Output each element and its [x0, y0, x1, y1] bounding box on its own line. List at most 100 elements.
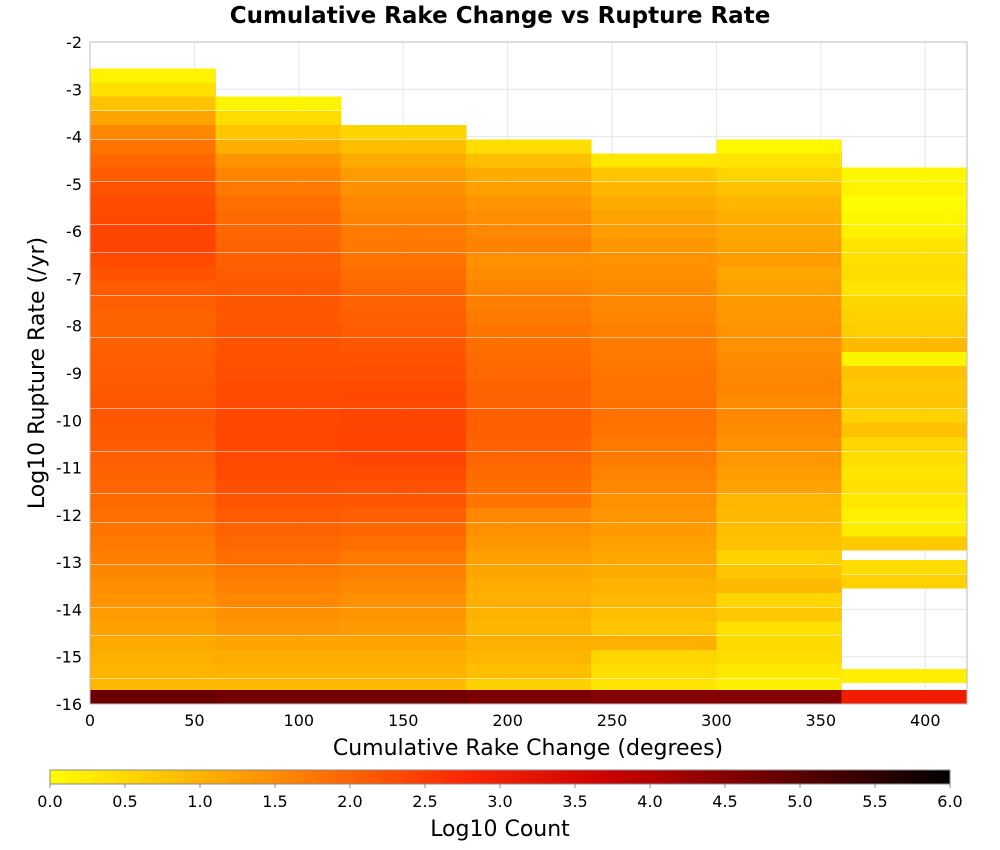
heatmap-cell — [215, 110, 342, 125]
heatmap-cell — [716, 224, 843, 239]
heatmap-cell — [90, 224, 216, 239]
heatmap-cell — [215, 522, 342, 537]
heatmap-cell — [90, 690, 216, 705]
heatmap-cell — [90, 394, 216, 409]
heatmap-cell — [716, 593, 843, 608]
heatmap-cell — [90, 352, 216, 367]
heatmap-cell — [215, 352, 342, 367]
y-tick-label: -11 — [56, 459, 82, 478]
heatmap-cell — [215, 210, 342, 225]
heatmap-cell — [215, 252, 342, 267]
colorbar-tick-label: 2.5 — [412, 792, 437, 811]
y-tick-label: -10 — [56, 411, 82, 430]
heatmap-cell — [841, 309, 968, 324]
heatmap-cell — [90, 465, 216, 480]
heatmap-cell — [90, 564, 216, 579]
heatmap-cell — [841, 394, 968, 409]
x-tick-label: 50 — [184, 711, 204, 730]
heatmap-cell — [716, 635, 843, 650]
heatmap-cell — [215, 451, 342, 466]
heatmap-cell — [841, 380, 968, 395]
heatmap-cell — [215, 408, 342, 423]
heatmap-cell — [716, 408, 843, 423]
heatmap-cell — [716, 621, 843, 636]
heatmap-cell — [215, 607, 342, 622]
heatmap-cell — [591, 238, 717, 253]
heatmap-cell — [215, 664, 342, 679]
heatmap-cell — [591, 579, 717, 594]
plot-area-border — [89, 41, 968, 705]
heatmap-cell — [465, 664, 592, 679]
heatmap-cell — [591, 337, 717, 352]
heatmap-cell — [591, 536, 717, 551]
colorbar-tick-label: 4.0 — [637, 792, 662, 811]
heatmap-cell — [465, 196, 592, 211]
heatmap-cell — [716, 309, 843, 324]
heatmap-cell — [465, 593, 592, 608]
heatmap-cell — [841, 574, 968, 589]
heatmap-cell — [465, 380, 592, 395]
heatmap-cell — [716, 380, 843, 395]
heatmap-cell — [591, 295, 717, 310]
heatmap-cell — [340, 593, 467, 608]
heatmap-cell — [215, 593, 342, 608]
heatmap-cell — [716, 522, 843, 537]
heatmap-cell — [340, 309, 467, 324]
heatmap-cell — [340, 522, 467, 537]
y-axis-label: Log10 Rupture Rate (/yr) — [25, 237, 50, 509]
heatmap-cell — [90, 579, 216, 594]
colorbar-tick-label: 0.5 — [112, 792, 137, 811]
heatmap-cell — [215, 309, 342, 324]
heatmap-cell — [90, 508, 216, 523]
heatmap-cell — [90, 295, 216, 310]
heatmap-cell — [215, 536, 342, 551]
colorbar-tick-label: 1.5 — [262, 792, 287, 811]
heatmap-cell — [716, 508, 843, 523]
heatmap-cell — [465, 337, 592, 352]
heatmap-cell — [716, 252, 843, 267]
heatmap-cell — [90, 68, 216, 83]
heatmap-cell — [340, 281, 467, 296]
heatmap-cell — [465, 238, 592, 253]
heatmap-cell — [90, 635, 216, 650]
heatmap-cell — [716, 153, 843, 168]
heatmap-cell — [215, 323, 342, 338]
heatmap-cell — [591, 252, 717, 267]
heatmap-cell — [90, 366, 216, 381]
heatmap-cell — [340, 139, 467, 154]
y-tick-label: -2 — [66, 33, 82, 52]
heatmap-cell — [465, 352, 592, 367]
heatmap-cell — [465, 479, 592, 494]
heatmap-cell — [340, 451, 467, 466]
heatmap-cell — [465, 394, 592, 409]
heatmap-cell — [215, 422, 342, 437]
heatmap-cell — [340, 366, 467, 381]
heatmap-cell — [465, 139, 592, 154]
colorbar-tick-label: 4.5 — [712, 792, 737, 811]
heatmap-cell — [841, 238, 968, 253]
heatmap-cell — [340, 323, 467, 338]
heatmap-cell — [465, 309, 592, 324]
colorbar — [49, 769, 951, 785]
heatmap-cell — [716, 479, 843, 494]
heatmap-cell — [716, 437, 843, 452]
y-tick-label: -4 — [66, 128, 82, 147]
heatmap-cell — [716, 579, 843, 594]
y-tick-label: -3 — [66, 80, 82, 99]
heatmap-cell — [340, 437, 467, 452]
heatmap-cell — [465, 621, 592, 636]
heatmap-cell — [340, 678, 467, 693]
heatmap-cell — [716, 352, 843, 367]
y-tick-label: -12 — [56, 506, 82, 525]
heatmap-cell — [841, 281, 968, 296]
heatmap-cell — [841, 465, 968, 480]
heatmap-cell — [465, 366, 592, 381]
heatmap-cell — [465, 678, 592, 693]
heatmap-cell — [215, 125, 342, 140]
heatmap-cell — [90, 153, 216, 168]
heatmap-cell — [90, 82, 216, 97]
heatmap-cell — [340, 210, 467, 225]
heatmap-cell — [215, 635, 342, 650]
heatmap-cell — [716, 422, 843, 437]
heatmap-cell — [215, 337, 342, 352]
